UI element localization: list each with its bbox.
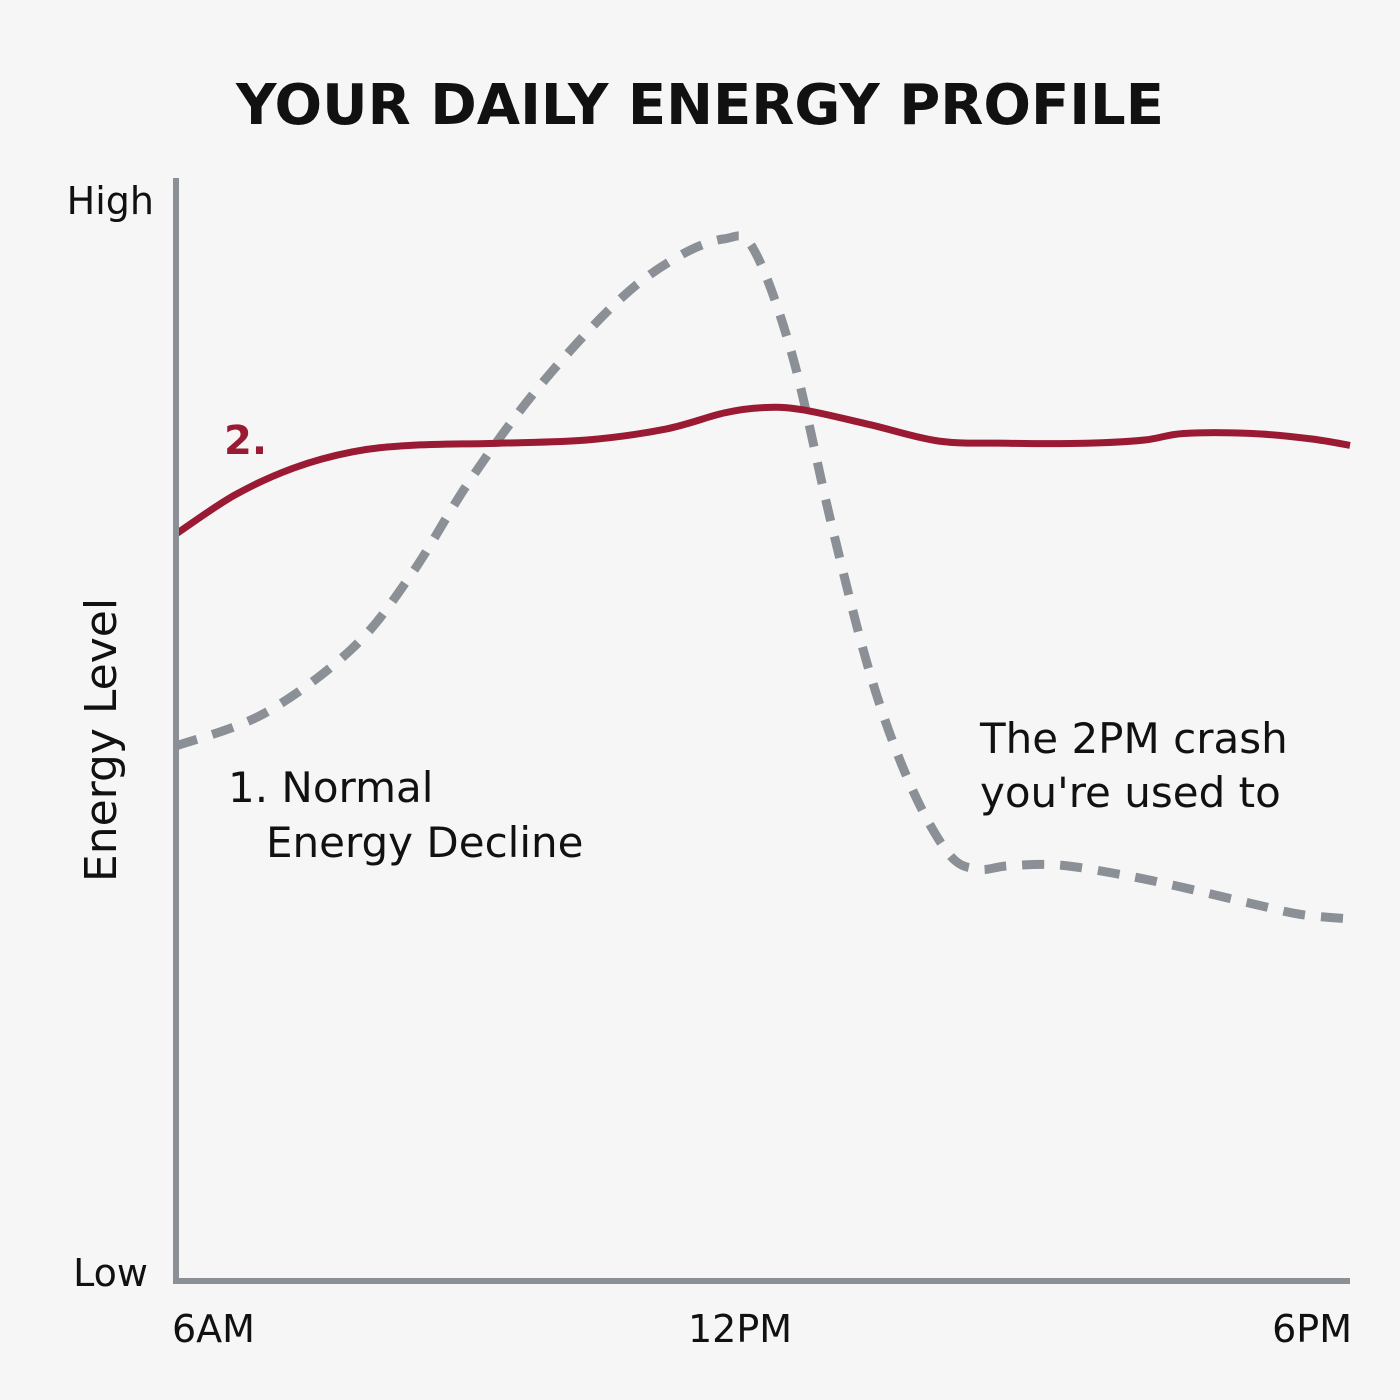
x-tick-6am: 6AM xyxy=(172,1307,255,1351)
series-layer xyxy=(174,231,1351,924)
normal-decline-line-1: 1. Normal xyxy=(228,763,433,812)
x-tick-6pm: 6PM xyxy=(1272,1307,1352,1351)
y-axis-label: Energy Level xyxy=(76,598,127,882)
y-tick-high: High xyxy=(67,179,154,223)
y-tick-low: Low xyxy=(73,1251,148,1295)
improved-energy-line xyxy=(174,403,1351,537)
normal-decline-label: 1. Normal Energy Decline xyxy=(228,763,583,867)
crash-annotation-line-1: The 2PM crash xyxy=(979,714,1288,763)
crash-annotation: The 2PM crash you're used to xyxy=(979,714,1301,817)
crash-annotation-line-2: you're used to xyxy=(980,768,1281,817)
normal-decline-line-2: Energy Decline xyxy=(266,818,583,867)
chart-title: YOUR DAILY ENERGY PROFILE xyxy=(235,73,1164,138)
normal-energy-line xyxy=(174,231,1351,924)
series-2-label: 2. xyxy=(224,418,267,464)
x-tick-12pm: 12PM xyxy=(688,1307,792,1351)
